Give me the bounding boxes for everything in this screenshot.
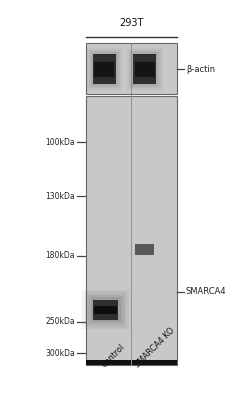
Text: Control: Control	[99, 342, 126, 370]
Text: 293T: 293T	[119, 18, 144, 28]
Bar	[133, 54, 156, 84]
Bar	[90, 297, 121, 322]
Bar	[131, 52, 158, 86]
Bar	[85, 292, 126, 327]
Bar	[86, 42, 177, 94]
Text: 300kDa: 300kDa	[45, 349, 75, 358]
Bar	[93, 54, 116, 84]
Bar	[93, 54, 116, 84]
Bar	[93, 300, 118, 320]
Text: SMARCA4 KO: SMARCA4 KO	[133, 326, 176, 370]
Bar	[91, 52, 118, 86]
Bar	[135, 62, 155, 77]
Bar	[86, 48, 122, 90]
Text: 100kDa: 100kDa	[46, 138, 75, 147]
Text: 250kDa: 250kDa	[46, 317, 75, 326]
Bar	[93, 300, 118, 320]
Bar	[88, 295, 124, 324]
Text: SMARCA4: SMARCA4	[186, 287, 227, 296]
Bar	[127, 48, 163, 90]
Bar	[94, 62, 114, 77]
Text: β-actin: β-actin	[186, 65, 215, 74]
Bar	[133, 54, 156, 84]
Bar	[132, 360, 177, 366]
Bar	[94, 306, 117, 314]
Bar	[135, 244, 154, 256]
Bar	[86, 96, 177, 366]
Bar	[89, 50, 120, 88]
Text: 180kDa: 180kDa	[46, 251, 75, 260]
Bar	[86, 360, 131, 366]
Bar	[129, 50, 161, 88]
Bar	[82, 290, 129, 329]
Text: 130kDa: 130kDa	[46, 192, 75, 200]
